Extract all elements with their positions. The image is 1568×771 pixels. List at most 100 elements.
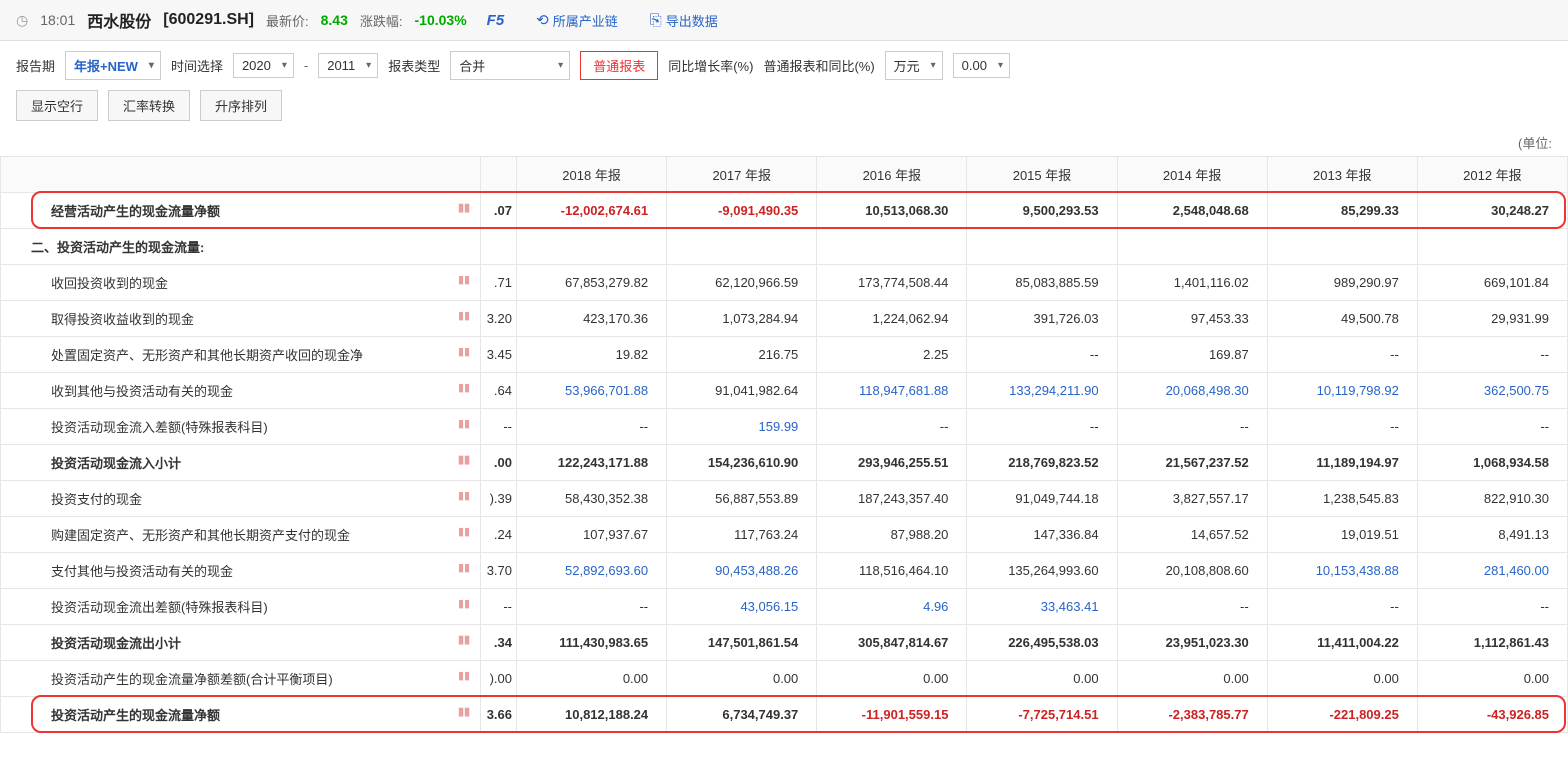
col-header-4[interactable]: 2014 年报 [1117,157,1267,193]
data-cell: 10,153,438.88 [1267,553,1417,589]
data-cell: -221,809.25 [1267,697,1417,733]
chart-icon[interactable]: ▮▮ [458,453,472,466]
data-cell: -- [1267,589,1417,625]
data-cell: 0.00 [967,661,1117,697]
data-cell: 87,988.20 [817,517,967,553]
chart-icon[interactable]: ▮▮ [458,273,472,286]
chart-icon[interactable]: ▮▮ [458,705,472,718]
col-header-2[interactable]: 2016 年报 [817,157,967,193]
data-cell: 111,430,983.65 [517,625,667,661]
row-name[interactable]: 投资活动现金流入小计▮▮ [1,445,481,481]
chart-icon[interactable]: ▮▮ [458,669,472,682]
data-cell: 11,189,194.97 [1267,445,1417,481]
year-from-value: 2020 [242,58,271,73]
data-cell [667,229,817,265]
row-name[interactable]: 投资活动现金流出小计▮▮ [1,625,481,661]
data-cell: 0.00 [1417,661,1567,697]
data-table: 2018 年报2017 年报2016 年报2015 年报2014 年报2013 … [0,156,1568,733]
data-cell: -- [517,409,667,445]
year-to-select[interactable]: 2011 [318,53,378,78]
data-cell: -7,725,714.51 [967,697,1117,733]
f5-button[interactable]: F5 [487,12,505,29]
row-name[interactable]: 取得投资收益收到的现金▮▮ [1,301,481,337]
decimal-select[interactable]: 0.00 [953,53,1010,78]
header-bar: ◷ 18:01 西水股份 [600291.SH] 最新价: 8.43 涨跌幅: … [0,0,1568,41]
sort-asc-button[interactable]: 升序排列 [200,90,282,121]
data-cell [517,229,667,265]
chart-icon[interactable]: ▮▮ [458,561,472,574]
chart-icon[interactable]: ▮▮ [458,489,472,502]
data-cell: -- [1417,589,1567,625]
table-container: 2018 年报2017 年报2016 年报2015 年报2014 年报2013 … [0,156,1568,733]
year-from-select[interactable]: 2020 [233,53,294,78]
data-cell: 1,401,116.02 [1117,265,1267,301]
row-name[interactable]: 购建固定资产、无形资产和其他长期资产支付的现金▮▮ [1,517,481,553]
unit-select[interactable]: 万元 [885,51,943,80]
row-name[interactable]: 收回投资收到的现金▮▮ [1,265,481,301]
chart-icon[interactable]: ▮▮ [458,525,472,538]
data-cell: 293,946,255.51 [817,445,967,481]
data-cell: 1,112,861.43 [1417,625,1567,661]
data-cell: 118,516,464.10 [817,553,967,589]
controls-row-1: 报告期 年报+NEW 时间选择 2020 - 2011 报表类型 合并 普通报表… [0,41,1568,90]
row-name[interactable]: 二、投资活动产生的现金流量: [1,229,481,265]
data-cell: 8,491.13 [1417,517,1567,553]
data-cell: 1,224,062.94 [817,301,967,337]
partial-cell: ).39 [481,481,517,517]
chart-icon[interactable]: ▮▮ [458,381,472,394]
row-name[interactable]: 经营活动产生的现金流量净额▮▮ [1,193,481,229]
data-cell: 11,411,004.22 [1267,625,1417,661]
currency-convert-button[interactable]: 汇率转换 [108,90,190,121]
row-name[interactable]: 收到其他与投资活动有关的现金▮▮ [1,373,481,409]
data-cell: -2,383,785.77 [1117,697,1267,733]
data-cell: 669,101.84 [1417,265,1567,301]
chart-icon[interactable]: ▮▮ [458,633,472,646]
col-header-name [1,157,481,193]
data-cell [967,229,1117,265]
chart-icon[interactable]: ▮▮ [458,345,472,358]
data-cell [1417,229,1567,265]
export-data-link[interactable]: ⎘ 导出数据 [650,11,718,30]
chart-icon[interactable]: ▮▮ [458,597,472,610]
partial-cell: -- [481,409,517,445]
row-name[interactable]: 投资活动现金流出差额(特殊报表科目)▮▮ [1,589,481,625]
col-header-0[interactable]: 2018 年报 [517,157,667,193]
data-cell: 56,887,553.89 [667,481,817,517]
data-cell: 85,083,885.59 [967,265,1117,301]
show-empty-button[interactable]: 显示空行 [16,90,98,121]
col-header-1[interactable]: 2017 年报 [667,157,817,193]
data-cell: -11,901,559.15 [817,697,967,733]
partial-cell: .71 [481,265,517,301]
data-cell: 1,073,284.94 [667,301,817,337]
table-row: 投资活动现金流入小计▮▮.00122,243,171.88154,236,610… [1,445,1568,481]
normal-report-button[interactable]: 普通报表 [580,51,658,80]
table-row: 投资活动产生的现金流量净额差额(合计平衡项目)▮▮).000.000.000.0… [1,661,1568,697]
chart-icon[interactable]: ▮▮ [458,201,472,214]
report-type-select[interactable]: 合并 [450,51,570,80]
data-cell: 118,947,681.88 [817,373,967,409]
row-name[interactable]: 投资活动产生的现金流量净额▮▮ [1,697,481,733]
row-name[interactable]: 投资活动产生的现金流量净额差额(合计平衡项目)▮▮ [1,661,481,697]
data-cell: 67,853,279.82 [517,265,667,301]
row-name[interactable]: 支付其他与投资活动有关的现金▮▮ [1,553,481,589]
data-cell: -- [817,409,967,445]
row-name[interactable]: 投资活动现金流入差额(特殊报表科目)▮▮ [1,409,481,445]
chart-icon[interactable]: ▮▮ [458,309,472,322]
row-name[interactable]: 处置固定资产、无形资产和其他长期资产收回的现金净▮▮ [1,337,481,373]
col-header-5[interactable]: 2013 年报 [1267,157,1417,193]
col-header-3[interactable]: 2015 年报 [967,157,1117,193]
partial-cell: .00 [481,445,517,481]
chart-icon[interactable]: ▮▮ [458,417,472,430]
data-cell: 169.87 [1117,337,1267,373]
data-cell: 29,931.99 [1417,301,1567,337]
partial-cell: .34 [481,625,517,661]
industry-chain-link[interactable]: ⟲ 所属产业链 [536,11,618,30]
link-icon: ⟲ [536,11,549,29]
col-header-6[interactable]: 2012 年报 [1417,157,1567,193]
data-cell: 391,726.03 [967,301,1117,337]
data-cell: 0.00 [817,661,967,697]
row-name[interactable]: 投资支付的现金▮▮ [1,481,481,517]
report-period-select[interactable]: 年报+NEW [65,51,161,80]
data-cell: -- [967,337,1117,373]
data-cell: 3,827,557.17 [1117,481,1267,517]
